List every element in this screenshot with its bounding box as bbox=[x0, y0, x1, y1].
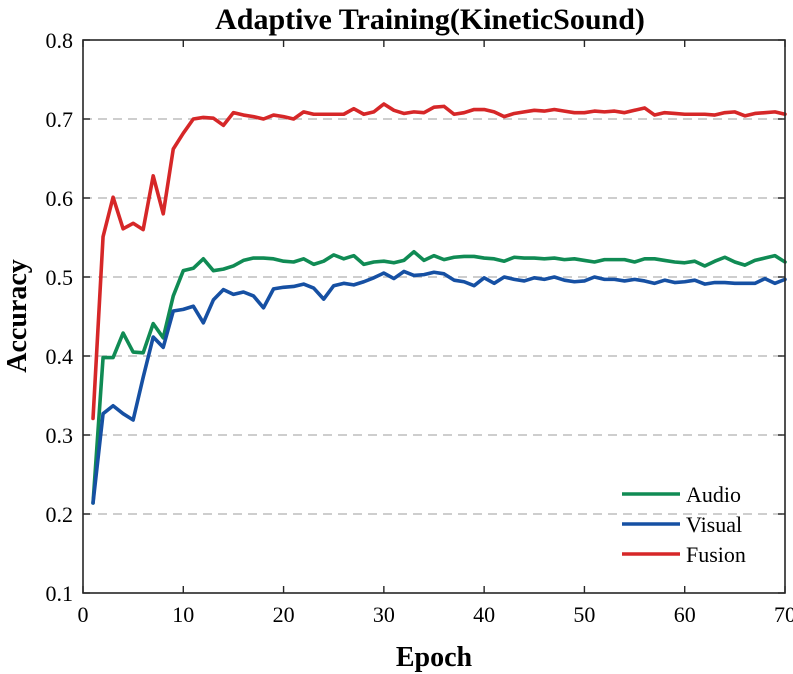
series-line-fusion bbox=[91, 102, 787, 421]
chart-title: Adaptive Training(KineticSound) bbox=[215, 3, 645, 36]
y-tick-label: 0.8 bbox=[46, 28, 74, 53]
y-tick-label: 0.6 bbox=[46, 186, 74, 211]
legend: Audio Visual Fusion bbox=[622, 482, 746, 567]
x-axis-label: Epoch bbox=[396, 642, 473, 673]
x-tick-label: 30 bbox=[373, 602, 395, 627]
grid-lines bbox=[83, 118, 785, 515]
x-tick-label: 60 bbox=[674, 602, 696, 627]
y-axis-label: Accuracy bbox=[2, 259, 33, 373]
series-line-visual bbox=[91, 269, 787, 505]
y-tick-label: 0.7 bbox=[46, 107, 74, 132]
y-tick-label: 0.4 bbox=[46, 344, 74, 369]
x-tick-label: 10 bbox=[172, 602, 194, 627]
series-line-audio bbox=[91, 249, 787, 505]
y-tick-label: 0.2 bbox=[46, 502, 74, 527]
legend-label-audio: Audio bbox=[686, 482, 741, 507]
x-tick-label: 70 bbox=[774, 602, 793, 627]
legend-label-visual: Visual bbox=[686, 512, 742, 537]
plot-frame bbox=[82, 39, 786, 594]
legend-label-fusion: Fusion bbox=[686, 542, 746, 567]
y-tick-label: 0.3 bbox=[46, 423, 74, 448]
x-tick-label: 0 bbox=[78, 602, 89, 627]
x-tick-label: 20 bbox=[273, 602, 295, 627]
y-tick-label: 0.1 bbox=[46, 581, 74, 606]
y-tick-label: 0.5 bbox=[46, 265, 74, 290]
y-axis-ticks: 0.1 0.2 0.3 0.4 0.5 0.6 0.7 0.8 bbox=[46, 28, 785, 606]
x-tick-label: 50 bbox=[573, 602, 595, 627]
x-axis-ticks: 0 10 20 30 40 50 60 70 bbox=[78, 40, 793, 627]
x-tick-label: 40 bbox=[473, 602, 495, 627]
series-lines bbox=[91, 102, 787, 505]
